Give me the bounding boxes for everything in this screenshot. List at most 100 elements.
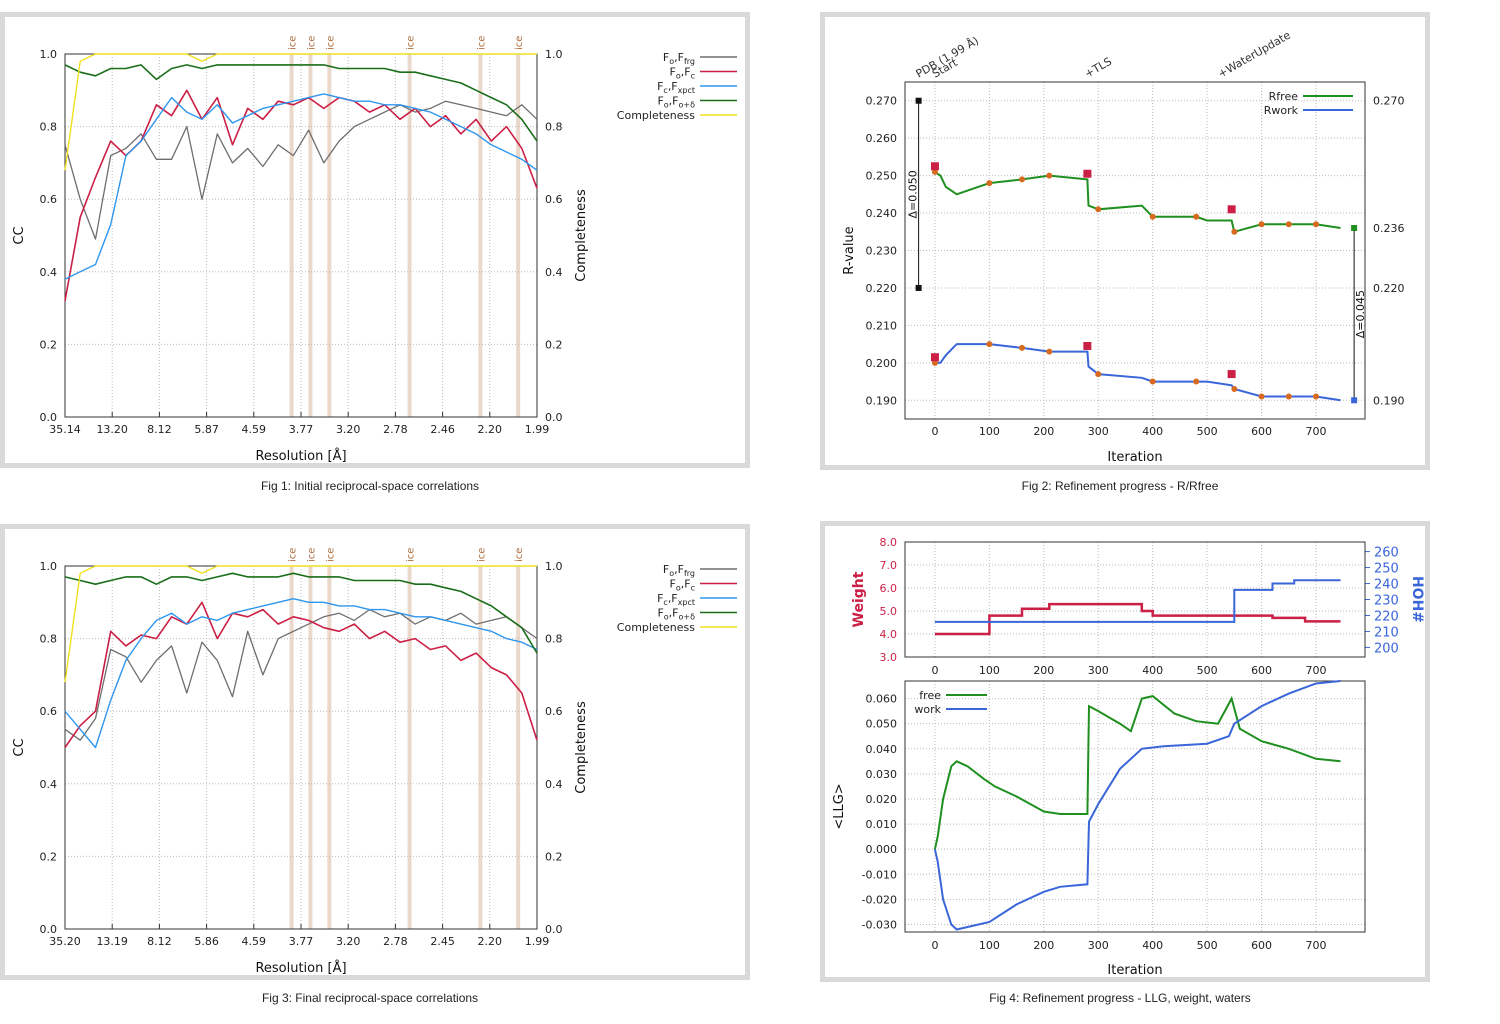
y2-tick-label: 220 [1374, 609, 1399, 624]
ice-band [308, 54, 313, 417]
point-marker [1046, 348, 1053, 355]
y-tick-label: 0.230 [866, 245, 898, 258]
ice-band [327, 566, 332, 929]
y-tick-label: 0.4 [40, 266, 58, 279]
point-marker [1193, 378, 1200, 385]
right-label: 0.270 [1373, 95, 1405, 108]
point-marker [1231, 228, 1238, 235]
weight-line [934, 602, 1341, 636]
series-line-0 [934, 171, 1341, 234]
pdb-rwork-marker [915, 284, 922, 291]
point-marker [1313, 221, 1320, 228]
y-tick-label: -0.030 [862, 918, 897, 931]
y2-tick-label: 0.2 [545, 338, 563, 351]
ice-band [289, 566, 294, 929]
series-line-0 [64, 608, 538, 741]
ice-label: ice [406, 36, 417, 50]
ice-band [308, 566, 313, 929]
y-tick-label: 0.0 [40, 923, 58, 936]
series-line-1 [934, 343, 1341, 402]
y-tick-label: 0.220 [866, 282, 898, 295]
x-tick-label: 5.87 [194, 423, 219, 436]
ice-band [516, 566, 521, 929]
y-tick-label: 0.050 [866, 718, 898, 731]
series-line-4 [64, 565, 537, 683]
x-tick-label: 500 [1197, 939, 1218, 952]
x-axis-label: Resolution [Å] [255, 960, 346, 975]
right-label: 0.190 [1373, 394, 1405, 407]
point-marker [1046, 172, 1053, 179]
legend-label: free [919, 689, 941, 702]
ice-band [516, 54, 521, 417]
y2-axis-label: Completeness [574, 189, 589, 282]
y2-tick-label: 0.8 [545, 633, 563, 646]
y-tick-label: 0.020 [866, 793, 898, 806]
y-tick-label: 3.0 [880, 651, 898, 664]
x-tick-label: 400 [1142, 425, 1163, 438]
ice-label: ice [325, 548, 336, 562]
ice-label: ice [514, 36, 525, 50]
x-tick-label: 1.99 [525, 423, 550, 436]
y2-tick-label: 0.6 [545, 705, 563, 718]
y-tick-label: 0.210 [866, 319, 898, 332]
y-tick-label: 0.200 [866, 357, 898, 370]
x-tick-label: 13.19 [96, 935, 128, 948]
y2-tick-label: 200 [1374, 641, 1399, 656]
llg-line-1 [933, 680, 1341, 931]
x-tick-label: 2.20 [478, 935, 503, 948]
final-rwork-marker [1351, 397, 1358, 404]
x-tick-label: 400 [1142, 939, 1163, 952]
legend-label: Fo,Fo+δ [657, 607, 695, 622]
y-tick-label: 1.0 [40, 560, 58, 573]
y-tick-label: 0.010 [866, 818, 898, 831]
y-tick-label: 0.030 [866, 768, 898, 781]
point-marker [986, 180, 993, 187]
y2-tick-label: 210 [1374, 625, 1399, 640]
y2-tick-label: 230 [1374, 594, 1399, 609]
y-tick-label: -0.010 [862, 868, 897, 881]
series-line-3 [64, 64, 538, 142]
y-tick-label: 0.6 [40, 705, 58, 718]
x-tick-label: 400 [1142, 664, 1163, 677]
weight-axis-label: Weight [851, 571, 867, 627]
y-tick-label: 0.2 [40, 850, 58, 863]
point-marker [1149, 213, 1156, 220]
x-tick-label: 600 [1251, 664, 1272, 677]
legend-label: Fc,Fxpct [657, 80, 695, 95]
legend-label: Fo,Fc [670, 578, 695, 593]
ice-band [478, 54, 483, 417]
fig4-chart: 0 100 200 300 400 500 600 700 3.0 4.0 5.0 6.0 7.0 8.0… [832, 536, 1425, 977]
fig3-panel: ice ice ice ice ice ice 35.20 13.19 8.12 5.86 4.59… [0, 524, 750, 980]
y-tick-label: 8.0 [880, 536, 898, 549]
legend-label: Fo,Fo+δ [657, 95, 695, 110]
point-marker [1258, 393, 1265, 400]
x-axis-label: Resolution [Å] [255, 448, 346, 463]
y-tick-label: 4.0 [880, 628, 898, 641]
ice-label: ice [306, 36, 317, 50]
series-line-2 [64, 597, 538, 749]
legend-label: Completeness [617, 109, 695, 122]
x-tick-label: 600 [1251, 425, 1272, 438]
legend-label: Fo,Fc [670, 66, 695, 81]
ice-label: ice [288, 36, 299, 50]
x-tick-label: 200 [1033, 664, 1054, 677]
right-label: 0.220 [1373, 282, 1405, 295]
hoh-axis-label: HOH# [1409, 576, 1425, 623]
point-marker [1095, 206, 1102, 213]
ice-label: ice [288, 548, 299, 562]
x-tick-label: 5.86 [194, 935, 219, 948]
stage-marker [1227, 370, 1236, 379]
point-marker [1231, 386, 1238, 393]
ice-band [407, 54, 412, 417]
x-tick-label: 1.99 [525, 935, 550, 948]
fig1-caption: Fig 1: Initial reciprocal-space correlat… [260, 479, 480, 493]
legend-label: Rwork [1264, 104, 1299, 117]
x-tick-label: 200 [1033, 939, 1054, 952]
point-marker [1019, 176, 1026, 183]
point-marker [931, 359, 938, 366]
llg-axis-label: <LLG> [832, 783, 847, 829]
x-tick-label: 3.20 [336, 423, 361, 436]
fig1-panel: ice ice ice ice ice ice 35.14 13.20 8.12 5.87 4.59… [0, 12, 750, 468]
x-tick-label: 2.45 [430, 935, 455, 948]
point-marker [1095, 371, 1102, 378]
